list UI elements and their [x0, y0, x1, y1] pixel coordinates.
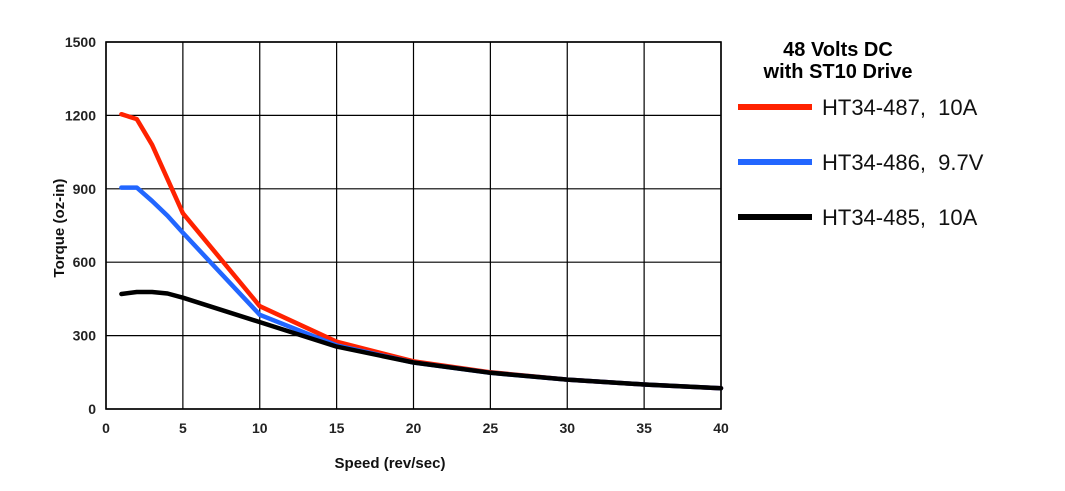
x-tick-label: 10	[252, 420, 268, 436]
y-tick-label: 0	[88, 401, 96, 417]
legend-label: HT34-487, 10A	[822, 95, 978, 120]
legend-item-1: HT34-487, 10A	[738, 95, 978, 120]
y-tick-label: 600	[73, 254, 97, 270]
series-line-3	[119, 289, 724, 391]
x-tick-label: 35	[636, 420, 652, 436]
x-tick-label: 20	[406, 420, 422, 436]
y-axis-label: Torque (oz-in)	[51, 179, 68, 278]
plot-frame	[105, 41, 722, 410]
x-tick-label: 5	[179, 420, 187, 436]
legend-item-3: HT34-485, 10A	[738, 205, 978, 230]
y-tick-label: 1500	[65, 34, 96, 50]
grid	[105, 41, 722, 410]
chart-title-line-2: with ST10 Drive	[763, 61, 913, 83]
y-tick-labels: 0 300 600 900 1200 1500	[65, 34, 96, 417]
x-tick-label: 0	[102, 420, 110, 436]
legend-item-2: HT34-486, 9.7V	[738, 150, 984, 175]
y-tick-label: 300	[73, 328, 97, 344]
x-tick-label: 40	[713, 420, 729, 436]
x-tick-label: 15	[329, 420, 345, 436]
x-tick-labels: 0 5 10 15 20 25 30 35 40	[102, 420, 729, 436]
chart-title-line-1: 48 Volts DC	[783, 39, 893, 61]
x-tick-label: 25	[483, 420, 499, 436]
series-line-1	[119, 111, 724, 391]
legend-label: HT34-485, 10A	[822, 205, 978, 230]
y-tick-label: 900	[73, 181, 97, 197]
series-line-2	[119, 185, 724, 391]
legend: HT34-487, 10A HT34-486, 9.7V HT34-485, 10A	[738, 95, 984, 230]
y-tick-label: 1200	[65, 107, 96, 123]
x-axis-label: Speed (rev/sec)	[335, 455, 446, 472]
x-tick-label: 30	[559, 420, 575, 436]
series-lines	[119, 111, 724, 391]
legend-label: HT34-486, 9.7V	[822, 150, 984, 175]
